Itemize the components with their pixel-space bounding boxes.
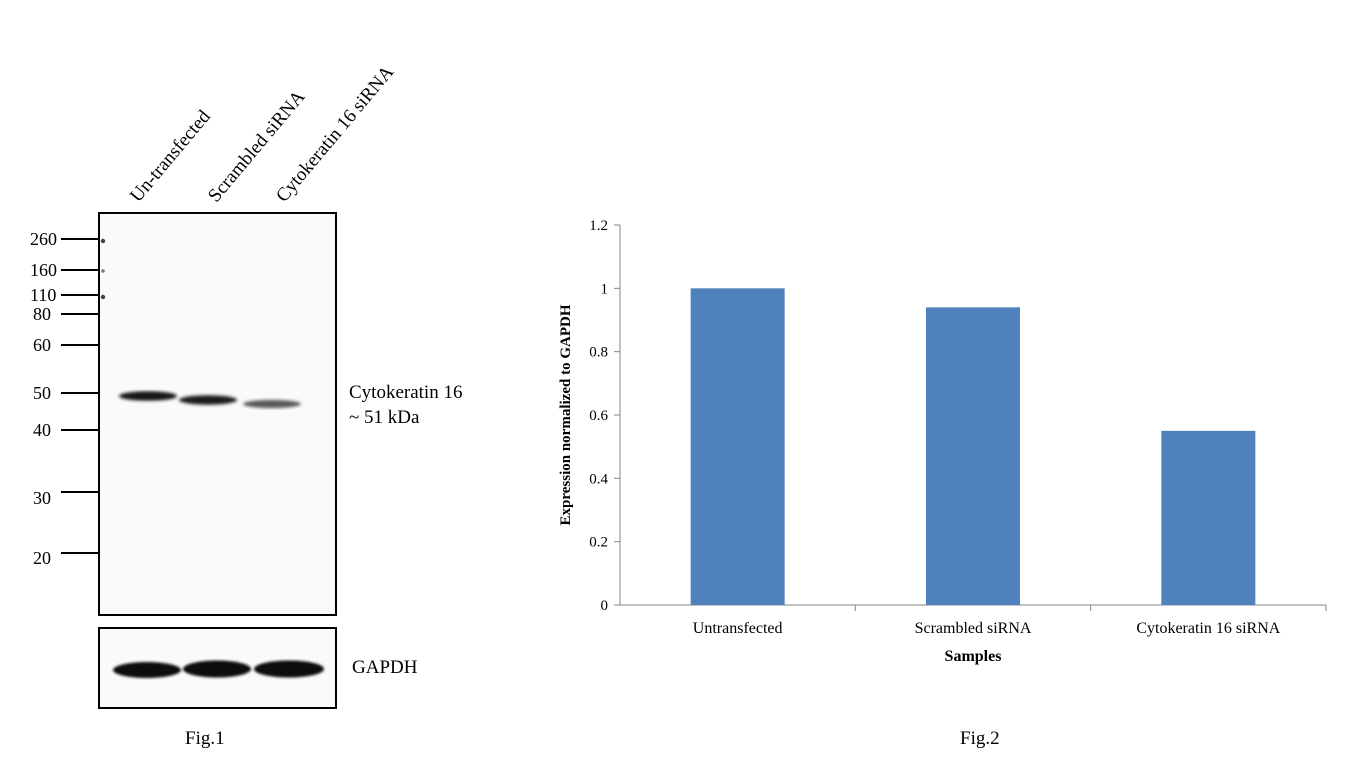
y-tick-label: 0.4: [589, 471, 608, 487]
mw-marker-20: 20: [33, 548, 51, 568]
y-tick-label: 0: [601, 598, 609, 614]
mw-tick-80: [61, 313, 99, 315]
mw-marker-50: 50: [33, 383, 51, 403]
mw-tick-160: [61, 269, 99, 271]
y-tick-label: 1.2: [589, 218, 608, 234]
target-band-size: ~ 51 kDa: [349, 407, 420, 428]
ck16-band: [243, 399, 301, 409]
bar-chart-svg: 0 0.2 0.4 0.6 0.8 1 1.2 Untransfected Scrambled …: [558, 218, 1327, 665]
fig1-caption: Fig.1: [185, 728, 225, 749]
ck16-band: [119, 391, 177, 401]
mw-tick-110: [61, 294, 99, 296]
mw-tick-30: [61, 491, 99, 493]
mw-marker-260: 260: [30, 229, 57, 249]
x-axis-label: Samples: [945, 648, 1002, 665]
ck16-band: [179, 395, 237, 405]
mw-marker-60: 60: [33, 335, 51, 355]
x-tick-label: Cytokeratin 16 siRNA: [1136, 620, 1280, 637]
mw-marker-110: 110: [30, 285, 57, 305]
gapdh-band: [113, 662, 181, 678]
mw-marker-40: 40: [33, 420, 51, 440]
mw-tick-60: [61, 344, 99, 346]
ladder-dot: [101, 269, 105, 273]
lane-label-untransfected: Un-transfected: [126, 106, 215, 207]
mw-tick-20: [61, 552, 99, 554]
mw-marker-30: 30: [33, 488, 51, 508]
y-tick-label: 1: [601, 281, 609, 297]
ladder-dot: [100, 238, 106, 244]
y-tick-label: 0.8: [589, 345, 608, 361]
lane-label-ck16-sirna: Cytokeratin 16 siRNA: [272, 61, 399, 207]
gapdh-band: [254, 660, 324, 678]
y-tick-label: 0.6: [589, 408, 608, 424]
blot-panel-cytokeratin: [98, 212, 337, 616]
mw-tick-50: [61, 392, 99, 394]
bar-1: [690, 288, 785, 605]
blot-panel-gapdh: [98, 627, 337, 709]
bar-chart: 0 0.2 0.4 0.6 0.8 1 1.2 Untransfected Scrambled …: [540, 205, 1340, 675]
gapdh-bands-svg: [113, 660, 324, 678]
mw-tick-260: [61, 238, 99, 240]
mw-marker-80: 80: [33, 304, 51, 324]
mw-marker-160: 160: [30, 260, 57, 280]
x-tick-label: Untransfected: [693, 620, 783, 637]
blot-bands-svg: [100, 238, 301, 409]
bar-3: [1161, 430, 1256, 605]
mw-tick-40: [61, 429, 99, 431]
y-tick-label: 0.2: [589, 535, 608, 551]
ladder-dot: [100, 294, 106, 300]
gapdh-band: [183, 660, 251, 678]
bar-2: [926, 307, 1020, 605]
x-tick-label: Scrambled siRNA: [915, 620, 1032, 637]
fig2-caption: Fig.2: [960, 728, 1000, 749]
control-band-label: GAPDH: [352, 657, 418, 678]
target-band-label: Cytokeratin 16: [349, 382, 463, 403]
y-axis-label: Expression normalized to GAPDH: [558, 304, 574, 525]
